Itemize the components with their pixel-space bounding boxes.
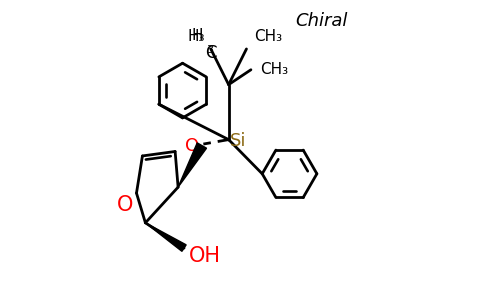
Text: C: C bbox=[205, 44, 216, 62]
Text: CH₃: CH₃ bbox=[260, 62, 288, 77]
Text: 3: 3 bbox=[206, 45, 213, 56]
Text: OH: OH bbox=[188, 245, 221, 266]
Text: O: O bbox=[185, 136, 199, 154]
Text: Chiral: Chiral bbox=[296, 12, 348, 30]
Text: O: O bbox=[117, 195, 134, 214]
Text: CH₃: CH₃ bbox=[254, 29, 282, 44]
Text: Si: Si bbox=[230, 132, 247, 150]
Polygon shape bbox=[145, 223, 186, 251]
Polygon shape bbox=[178, 143, 207, 187]
Text: H: H bbox=[192, 28, 203, 43]
Text: H₃: H₃ bbox=[187, 29, 205, 44]
